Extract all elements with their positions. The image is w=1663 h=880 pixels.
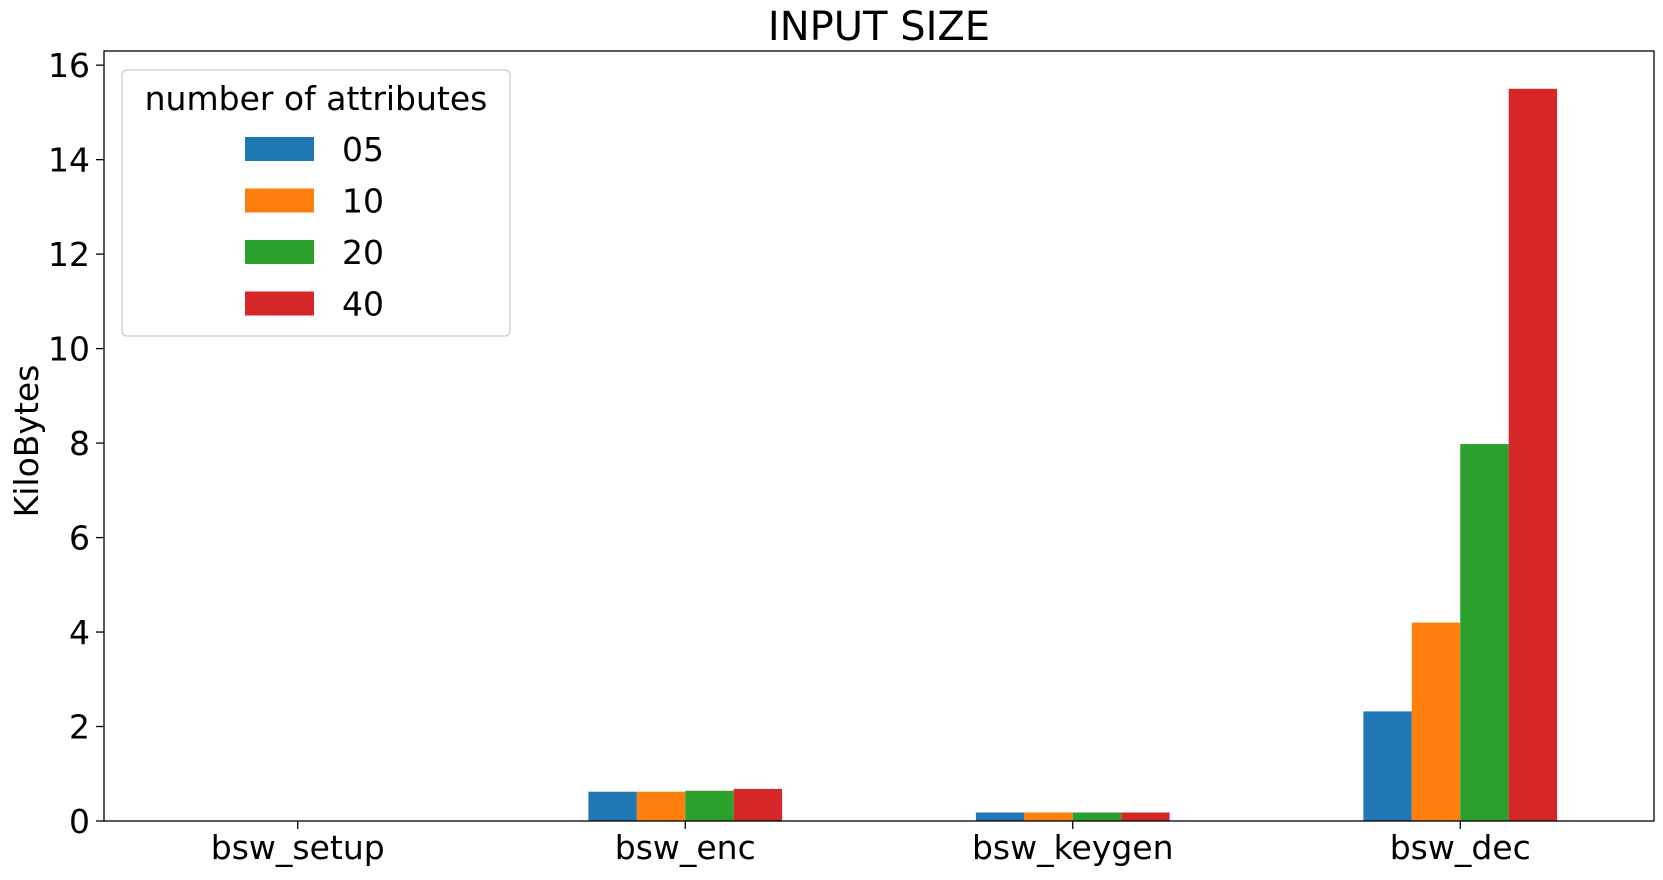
legend-label-20: 20 [342,233,384,272]
bar-bsw_keygen-series-40 [1121,812,1170,821]
y-tick-label: 2 [69,708,90,747]
legend-label-05: 05 [342,130,384,169]
legend-swatch-40 [245,291,314,316]
bar-bsw_keygen-series-10 [1024,812,1073,821]
y-tick-label: 14 [48,141,90,180]
y-axis-label: KiloBytes [7,365,46,518]
bar-bsw_enc-series-20 [685,790,734,821]
bar-bsw_enc-series-05 [588,791,637,821]
legend-swatch-05 [245,137,314,161]
bar-bsw_dec-series-40 [1508,88,1558,822]
x-axis-ticks: bsw_setup bsw_enc bsw_keygen bsw_dec [211,821,1531,867]
legend-frame [121,69,511,337]
x-tick-label-bsw_enc: bsw_enc [615,828,756,867]
x-tick-label-bsw_keygen: bsw_keygen [972,828,1174,867]
x-tick-label-bsw_setup: bsw_setup [211,828,385,867]
y-tick-label: 6 [69,519,90,558]
plot-frame [103,50,1655,822]
bar-bsw_dec-series-20 [1460,444,1509,821]
legend-title: number of attributes [145,79,488,118]
legend-swatch-20 [245,240,314,264]
legend-entries: 05 10 20 40 [245,130,384,324]
y-tick-label: 12 [48,235,90,274]
bar-bsw_keygen-series-20 [1072,812,1122,821]
y-tick-label: 10 [48,330,90,369]
bar-bsw_dec-series-10 [1411,622,1461,821]
y-tick-label: 8 [69,424,90,463]
bar-bsw_dec-series-05 [1363,711,1412,821]
x-tick-label-bsw_dec: bsw_dec [1390,828,1531,867]
bar-bsw_enc-series-40 [733,788,783,821]
legend: number of attributes 05 10 20 40 [121,69,511,337]
bar-bsw_enc-series-10 [636,791,686,821]
legend-label-10: 10 [342,182,384,221]
legend-label-40: 40 [342,285,384,324]
plot-area [588,88,1558,822]
y-tick-label: 16 [48,46,90,85]
y-axis-ticks: 0 2 4 6 8 10 12 14 16 [48,46,104,841]
y-tick-label: 4 [69,613,90,652]
legend-swatch-10 [245,188,314,213]
bar-bsw_keygen-series-05 [975,812,1025,821]
y-tick-label: 0 [69,802,90,841]
chart-title: INPUT SIZE [768,4,990,50]
